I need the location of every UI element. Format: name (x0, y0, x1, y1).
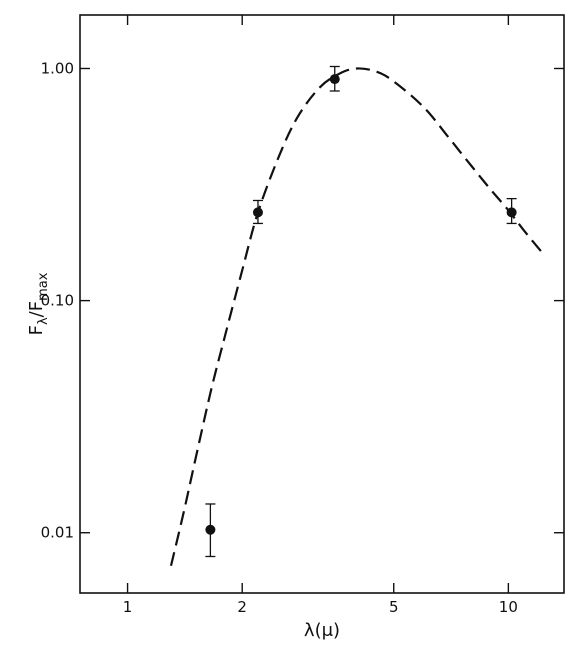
y-label-sub-max: max (36, 272, 51, 301)
model-curve (169, 67, 547, 567)
y-label-f2: F (26, 301, 47, 311)
x-tick-label: 5 (389, 598, 399, 616)
data-point (205, 503, 216, 558)
x-tick-label: 1 (123, 598, 133, 616)
point-marker (252, 207, 263, 218)
data-point (252, 199, 263, 225)
y-label-slash: / (26, 310, 47, 317)
plot-frame (79, 14, 565, 594)
y-label-f: F (26, 325, 47, 335)
y-tick-label: 0.10 (41, 292, 74, 310)
x-tick-label: 2 (237, 598, 247, 616)
x-axis-ticks: 1 2 5 10 (123, 15, 518, 616)
point-marker (506, 207, 517, 218)
y-label-sub-lambda: λ (36, 317, 51, 325)
y-tick-label: 1.00 (41, 59, 74, 77)
y-axis-ticks: 0.01 0.10 1.00 (41, 59, 564, 542)
data-points (205, 65, 517, 558)
x-tick-label: 10 (499, 598, 518, 616)
x-axis-label: λ(μ) (304, 620, 340, 641)
y-axis-label: Fλ/Fmax (26, 272, 51, 335)
point-marker (329, 74, 340, 85)
point-marker (205, 524, 216, 535)
data-point (506, 197, 517, 225)
data-point (329, 65, 340, 92)
y-tick-label: 0.01 (41, 524, 74, 542)
